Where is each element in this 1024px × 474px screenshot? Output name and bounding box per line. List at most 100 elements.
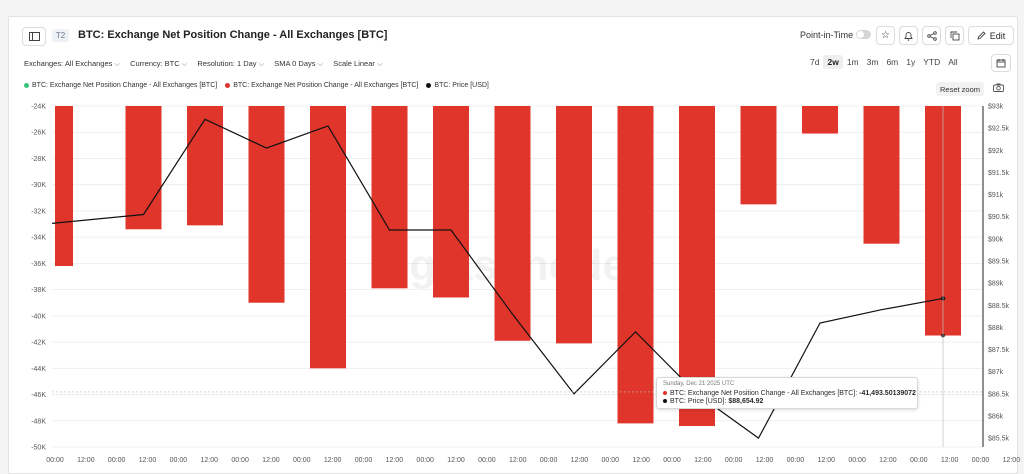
screenshot-button[interactable] — [993, 83, 1007, 95]
range-button-6m[interactable]: 6m — [886, 57, 899, 67]
legend-item[interactable]: BTC: Price [USD] — [426, 82, 489, 89]
x-tick-label: 00:00 — [108, 457, 126, 464]
bar[interactable] — [494, 106, 531, 341]
chevron-down-icon: ⌵ — [317, 59, 324, 68]
left-tick-label: -28K — [31, 156, 46, 163]
edit-label: Edit — [989, 30, 1006, 41]
resolution-dropdown[interactable]: Resolution: 1 Day ⌵ — [197, 59, 264, 69]
copy-button[interactable] — [945, 26, 964, 45]
range-button-1y[interactable]: 1y — [906, 57, 916, 67]
range-button-1m[interactable]: 1m — [846, 57, 859, 67]
point-in-time-label: Point-in-Time — [800, 30, 854, 40]
bar[interactable] — [310, 106, 346, 369]
right-tick-label: $90k — [988, 236, 1004, 243]
tooltip-dot-icon — [663, 399, 667, 404]
scale-dropdown[interactable]: Scale Linear ⌵ — [333, 59, 382, 69]
bar[interactable] — [187, 106, 223, 226]
sidebar-icon — [28, 32, 40, 41]
x-tick-label: 12:00 — [324, 457, 342, 464]
x-tick-label: 12:00 — [694, 457, 712, 464]
bar[interactable] — [125, 106, 162, 230]
sidebar-toggle-button[interactable] — [22, 27, 46, 46]
sma-dropdown[interactable]: SMA 0 Days ⌵ — [274, 59, 323, 69]
chevron-down-icon: ⌵ — [181, 59, 188, 68]
x-tick-label: 00:00 — [170, 457, 188, 464]
bar[interactable] — [371, 106, 408, 289]
x-tick-label: 00:00 — [478, 457, 496, 464]
chevron-down-icon: ⌵ — [376, 59, 383, 68]
tooltip-date: Sunday, Dec 21 2025 UTC — [663, 381, 735, 387]
scale-value: Scale Linear — [333, 59, 375, 68]
share-button[interactable] — [922, 26, 941, 45]
x-tick-label: 12:00 — [632, 457, 650, 464]
tooltip-value: -41,493.50139072 — [859, 390, 916, 397]
bar[interactable] — [617, 106, 654, 424]
tooltip-label: BTC: Price [USD]: — [670, 398, 727, 405]
right-tick-label: $92k — [988, 148, 1004, 155]
range-button-ytd[interactable]: YTD — [923, 57, 941, 67]
exchanges-dropdown[interactable]: Exchanges: All Exchanges ⌵ — [24, 59, 120, 69]
range-button-2w[interactable]: 2w — [823, 55, 843, 69]
x-tick-label: 00:00 — [848, 457, 866, 464]
right-tick-label: $91.5k — [988, 170, 1010, 177]
currency-value: Currency: BTC — [130, 59, 180, 68]
x-tick-label: 12:00 — [509, 457, 527, 464]
legend-item[interactable]: BTC: Exchange Net Position Change - All … — [24, 82, 217, 89]
x-tick-label: 12:00 — [756, 457, 774, 464]
x-tick-label: 00:00 — [972, 457, 990, 464]
legend-dot-icon — [24, 82, 29, 88]
x-tick-label: 12:00 — [262, 457, 280, 464]
bar[interactable] — [433, 106, 469, 298]
right-tick-label: $88.5k — [988, 303, 1010, 310]
legend-label: BTC: Price [USD] — [434, 82, 489, 89]
tooltip-row-price: BTC: Price [USD]: $88,654.92 — [663, 398, 763, 405]
chevron-down-icon: ⌵ — [114, 59, 121, 68]
x-tick-label: 12:00 — [1003, 457, 1021, 464]
x-tick-label: 00:00 — [293, 457, 311, 464]
x-tick-label: 12:00 — [447, 457, 465, 464]
bell-icon — [904, 31, 913, 41]
x-tick-label: 00:00 — [602, 457, 620, 464]
bar[interactable] — [863, 106, 900, 244]
calendar-button[interactable] — [991, 54, 1011, 72]
x-tick-label: 12:00 — [941, 457, 959, 464]
price-line[interactable] — [51, 118, 944, 440]
legend-label: BTC: Exchange Net Position Change - All … — [32, 82, 218, 89]
x-tick-label: 00:00 — [416, 457, 434, 464]
right-tick-label: $92.5k — [988, 126, 1010, 133]
legend-item[interactable]: BTC: Exchange Net Position Change - All … — [225, 82, 418, 89]
left-tick-label: -40K — [31, 313, 46, 320]
right-tick-label: $86.5k — [988, 391, 1010, 398]
favorite-button[interactable]: ☆ — [876, 26, 895, 45]
range-button-all[interactable]: All — [948, 57, 958, 67]
left-tick-label: -50K — [31, 445, 46, 452]
range-button-3m[interactable]: 3m — [866, 57, 879, 67]
bar[interactable] — [740, 106, 777, 205]
point-in-time-toggle[interactable] — [856, 30, 871, 39]
right-tick-label: $91k — [988, 192, 1004, 199]
bar[interactable] — [55, 106, 73, 267]
bar[interactable] — [248, 106, 285, 303]
alert-button[interactable] — [899, 26, 918, 45]
bar[interactable] — [802, 106, 838, 134]
reset-zoom-button[interactable]: Reset zoom — [936, 82, 984, 96]
chart-tooltip: Sunday, Dec 21 2025 UTC BTC: Exchange Ne… — [656, 377, 918, 409]
edit-button[interactable]: Edit — [968, 26, 1014, 45]
left-tick-label: -24K — [31, 104, 46, 111]
x-tick-label: 12:00 — [386, 457, 404, 464]
sma-value: SMA 0 Days — [274, 59, 316, 68]
bar[interactable] — [679, 106, 715, 427]
left-tick-label: -34K — [31, 235, 46, 242]
resolution-value: Resolution: 1 Day — [197, 59, 257, 68]
left-tick-label: -46K — [31, 392, 46, 399]
time-range-selector: 7d 2w 1m 3m 6m 1y YTD All — [806, 55, 962, 69]
x-tick-label: 12:00 — [879, 457, 897, 464]
x-tick-label: 12:00 — [571, 457, 589, 464]
filter-bar: Exchanges: All Exchanges ⌵ Currency: BTC ⌵… — [24, 59, 383, 69]
range-button-7d[interactable]: 7d — [810, 57, 820, 67]
left-tick-label: -44K — [31, 366, 46, 373]
bar[interactable] — [556, 106, 592, 344]
currency-dropdown[interactable]: Currency: BTC ⌵ — [130, 59, 187, 69]
tier-badge: T2 — [52, 29, 69, 42]
